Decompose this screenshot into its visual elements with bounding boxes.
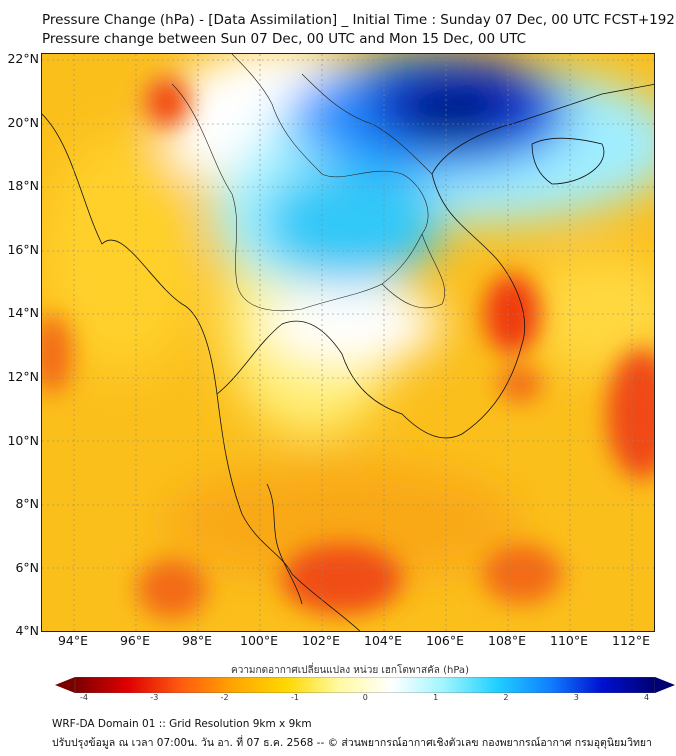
colorbar-tick-label: -4: [80, 693, 88, 702]
colorbar-gradient: [74, 677, 656, 693]
colorbar-tick-label: -3: [150, 693, 159, 702]
colorbar-tick-label: 4: [644, 693, 650, 702]
lat-label: 8°N: [15, 496, 39, 512]
lon-label: 106°E: [425, 633, 465, 648]
lon-label: 94°E: [57, 633, 89, 648]
lon-label: 112°E: [611, 633, 651, 648]
coastlines: [42, 83, 654, 631]
lon-label: 100°E: [239, 633, 279, 648]
colorbar-tick-label: 1: [433, 693, 439, 702]
colorbar-tick-label: 0: [362, 693, 368, 702]
footer-model-info: WRF-DA Domain 01 :: Grid Resolution 9km …: [52, 718, 312, 730]
lat-label: 22°N: [7, 51, 39, 66]
figure-subtitle: Pressure change between Sun 07 Dec, 00 U…: [42, 31, 527, 47]
lon-label: 108°E: [487, 633, 527, 648]
lat-label: 20°N: [7, 114, 39, 130]
lat-label: 4°N: [15, 623, 39, 639]
colorbar-tick-label: 3: [573, 693, 579, 702]
colorbar: [55, 677, 675, 693]
colorbar-max-extend: [655, 677, 675, 693]
lon-label: 96°E: [119, 633, 151, 648]
colorbar-tick-label: -2: [220, 693, 229, 702]
lat-label: 10°N: [7, 432, 39, 448]
lon-label: 102°E: [301, 633, 341, 648]
gridlines: [42, 54, 654, 631]
pressure-field: [42, 54, 654, 631]
lat-label: 14°N: [7, 305, 39, 321]
country-borders: [171, 54, 446, 312]
colorbar-title: ความกดอากาศเปลี่ยนแปลง หน่วย เฮกโตพาสคัล…: [231, 665, 469, 676]
colorbar-tick-label: -1: [290, 693, 299, 702]
lon-label: 110°E: [549, 633, 589, 648]
lat-label: 12°N: [7, 369, 39, 384]
lat-label: 6°N: [15, 559, 39, 575]
lon-label: 98°E: [181, 633, 213, 648]
footer-update-info: ปรับปรุงข้อมูล ณ เวลา 07:00น. วัน อา. ที…: [52, 737, 652, 749]
lon-label: 104°E: [363, 633, 403, 648]
figure-title: Pressure Change (hPa) - [Data Assimilati…: [42, 12, 675, 28]
colorbar-tick-label: 2: [503, 693, 509, 702]
colorbar-min-extend: [55, 677, 75, 693]
lat-label: 16°N: [7, 241, 39, 257]
pressure-change-map: [41, 53, 655, 632]
lat-label: 18°N: [7, 178, 39, 194]
